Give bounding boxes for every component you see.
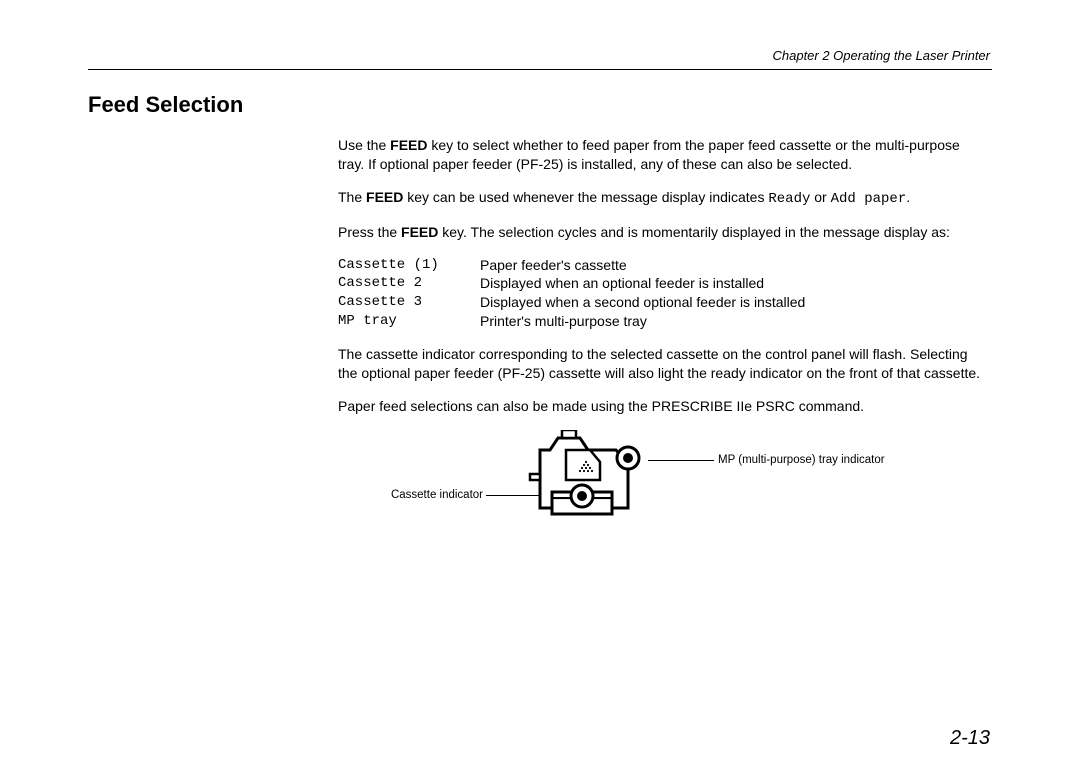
feed-options-table: Cassette (1) Paper feeder's cassette Cas… bbox=[338, 256, 988, 332]
chapter-header: Chapter 2 Operating the Laser Printer bbox=[88, 48, 992, 63]
printer-icon bbox=[528, 430, 648, 520]
table-row: Cassette (1) Paper feeder's cassette bbox=[338, 256, 988, 275]
mono-addpaper: Add paper bbox=[831, 191, 907, 207]
mono-ready: Ready bbox=[768, 191, 810, 207]
cassette-indicator-label: Cassette indicator bbox=[373, 488, 483, 504]
table-row: Cassette 3 Displayed when a second optio… bbox=[338, 293, 988, 312]
table-row: Cassette 2 Displayed when an optional fe… bbox=[338, 274, 988, 293]
text: key to select whether to feed paper from… bbox=[338, 137, 960, 172]
feed-option-val: Paper feeder's cassette bbox=[480, 256, 627, 275]
table-row: MP tray Printer's multi-purpose tray bbox=[338, 312, 988, 331]
header-rule bbox=[88, 69, 992, 70]
paragraph-5: Paper feed selections can also be made u… bbox=[338, 397, 988, 416]
paragraph-3: Press the FEED key. The selection cycles… bbox=[338, 223, 988, 242]
page-number: 2-13 bbox=[950, 727, 990, 750]
paragraph-2: The FEED key can be used whenever the me… bbox=[338, 188, 988, 209]
feed-option-val: Printer's multi-purpose tray bbox=[480, 312, 647, 331]
feed-option-key: Cassette 3 bbox=[338, 293, 480, 312]
feed-option-key: Cassette 2 bbox=[338, 274, 480, 293]
text: Press the bbox=[338, 224, 401, 240]
text: key. The selection cycles and is momenta… bbox=[438, 224, 950, 240]
text: Use the bbox=[338, 137, 390, 153]
feed-key-bold: FEED bbox=[390, 137, 427, 153]
feed-option-key: Cassette (1) bbox=[338, 256, 480, 275]
feed-option-key: MP tray bbox=[338, 312, 480, 331]
feed-option-val: Displayed when a second optional feeder … bbox=[480, 293, 805, 312]
text: . bbox=[906, 189, 910, 205]
text: key can be used whenever the message dis… bbox=[403, 189, 768, 205]
text: The bbox=[338, 189, 366, 205]
callout-line bbox=[648, 460, 714, 461]
body-content: Use the FEED key to select whether to fe… bbox=[338, 136, 988, 540]
paragraph-1: Use the FEED key to select whether to fe… bbox=[338, 136, 988, 174]
feed-key-bold: FEED bbox=[401, 224, 438, 240]
text: or bbox=[810, 189, 830, 205]
printer-diagram: Cassette indicator bbox=[338, 430, 988, 540]
section-title: Feed Selection bbox=[88, 92, 992, 118]
mp-tray-indicator-label: MP (multi-purpose) tray indicator bbox=[718, 453, 885, 469]
paragraph-4: The cassette indicator corresponding to … bbox=[338, 345, 988, 383]
feed-option-val: Displayed when an optional feeder is ins… bbox=[480, 274, 764, 293]
feed-key-bold: FEED bbox=[366, 189, 403, 205]
